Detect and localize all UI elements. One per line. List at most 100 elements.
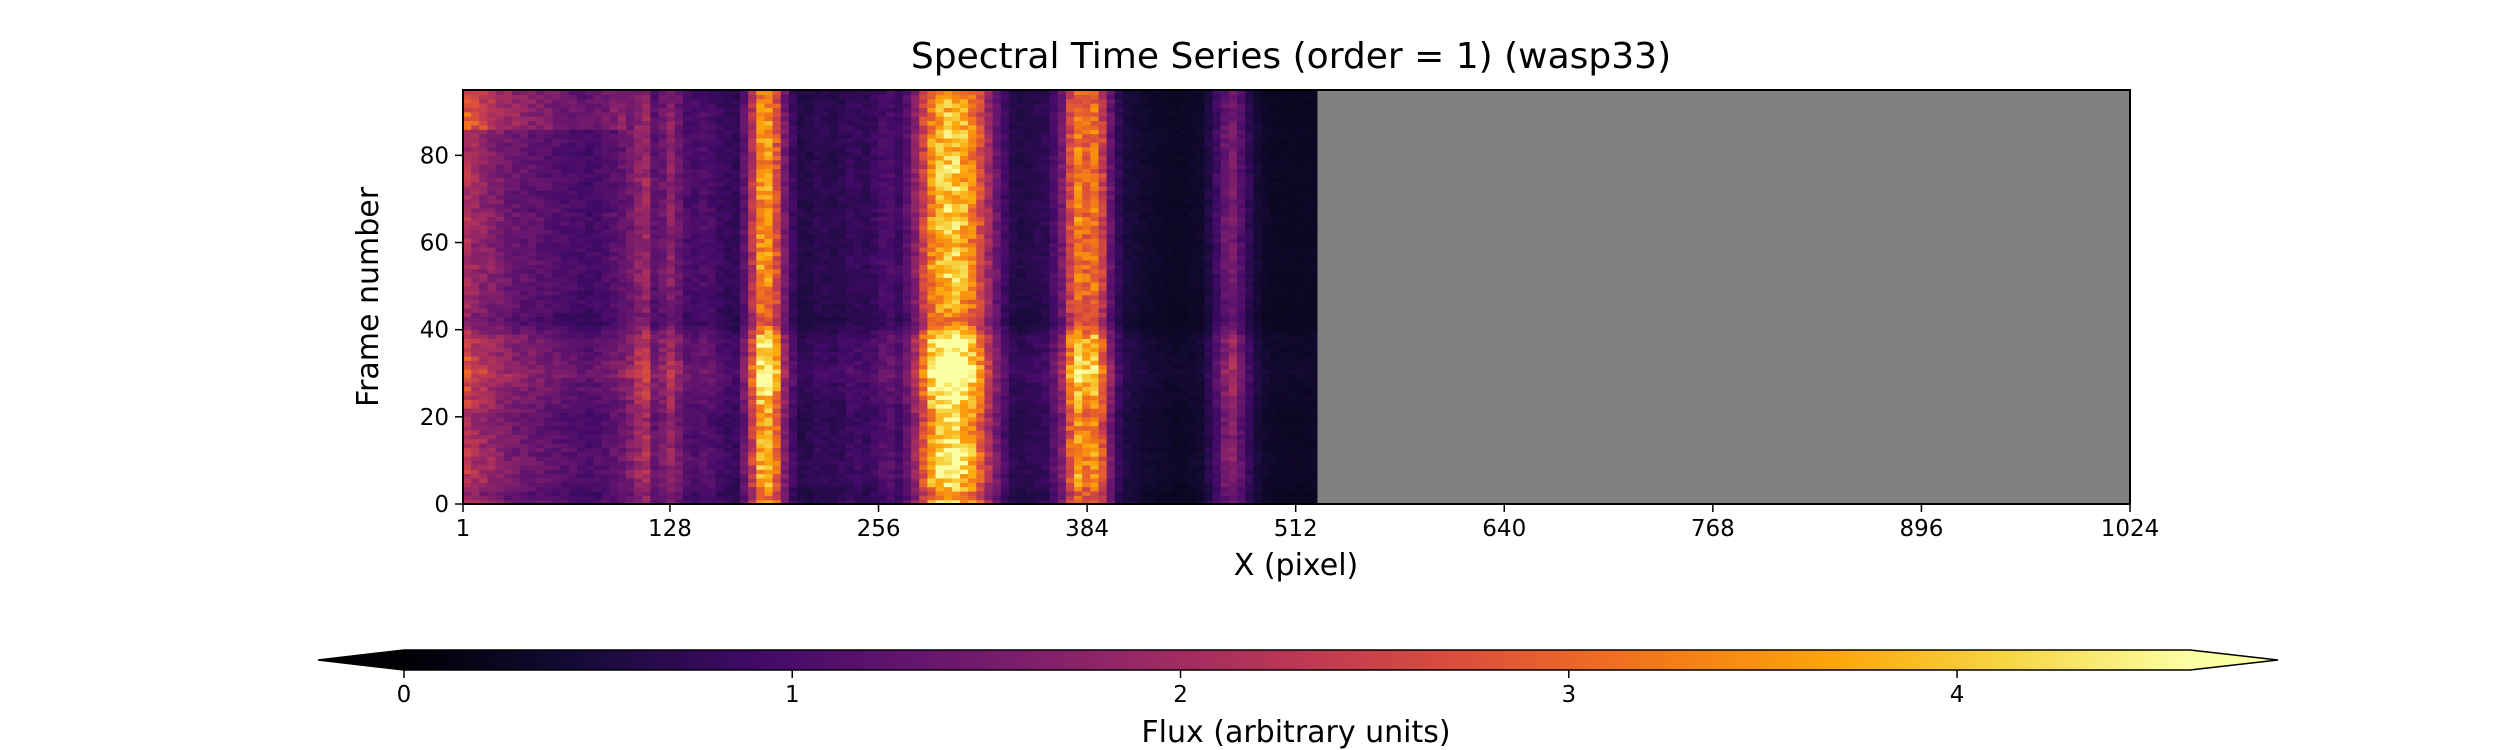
- heatmap-cell: [463, 246, 472, 252]
- heatmap-cell: [568, 273, 578, 278]
- heatmap-cell: [845, 151, 855, 156]
- heatmap-cell: [821, 294, 831, 300]
- heatmap-cell: [650, 290, 660, 296]
- heatmap-cell: [756, 107, 766, 113]
- heatmap-cell: [560, 303, 570, 309]
- heatmap-cell: [609, 386, 619, 392]
- heatmap-cell: [495, 395, 505, 401]
- heatmap-cell: [617, 137, 627, 143]
- heatmap-cell: [707, 390, 717, 396]
- heatmap-cell: [463, 159, 472, 165]
- heatmap-cell: [666, 116, 676, 122]
- heatmap-cell: [577, 351, 586, 357]
- heatmap-cell: [479, 364, 489, 370]
- heatmap-cell: [837, 172, 847, 178]
- heatmap-cell: [601, 447, 611, 453]
- heatmap-cell: [780, 225, 790, 231]
- heatmap-cell: [568, 290, 578, 296]
- heatmap-cell: [617, 451, 627, 457]
- heatmap-cell: [740, 159, 749, 165]
- heatmap-cell: [503, 177, 513, 183]
- heatmap-cell: [740, 338, 749, 344]
- heatmap-cell: [487, 146, 497, 152]
- heatmap-cell: [650, 164, 660, 170]
- heatmap-cell: [707, 111, 717, 117]
- heatmap-cell: [568, 477, 578, 483]
- heatmap-cell: [585, 129, 594, 135]
- heatmap-cell: [568, 395, 578, 401]
- heatmap-cell: [699, 273, 709, 278]
- heatmap-cell: [845, 299, 855, 305]
- heatmap-cell: [797, 133, 806, 139]
- heatmap-cell: [666, 373, 676, 379]
- heatmap-cell: [601, 194, 611, 200]
- heatmap-cell: [658, 103, 668, 109]
- heatmap-cell: [658, 421, 668, 427]
- heatmap-cell: [625, 368, 635, 374]
- heatmap-cell: [585, 464, 594, 470]
- heatmap-cell: [617, 390, 627, 396]
- heatmap-cell: [520, 94, 529, 100]
- heatmap-cell: [682, 403, 692, 409]
- heatmap-cell: [609, 338, 619, 344]
- heatmap-cell: [723, 246, 733, 252]
- heatmap-cell: [634, 277, 643, 283]
- heatmap-cell: [479, 355, 489, 361]
- heatmap-cell: [715, 334, 725, 339]
- heatmap-cell: [748, 307, 757, 313]
- heatmap-cell: [854, 90, 863, 95]
- heatmap-cell: [625, 185, 635, 191]
- heatmap-cell: [837, 355, 847, 361]
- heatmap-cell: [870, 395, 880, 401]
- heatmap-cell: [731, 194, 741, 200]
- heatmap-cell: [837, 94, 847, 100]
- heatmap-cell: [463, 416, 472, 422]
- heatmap-cell: [829, 151, 839, 156]
- heatmap-cell: [560, 251, 570, 257]
- heatmap-cell: [634, 207, 643, 213]
- heatmap-cell: [650, 120, 660, 126]
- heatmap-cell: [536, 120, 546, 126]
- heatmap-cell: [568, 190, 578, 196]
- heatmap-cell: [593, 124, 603, 130]
- heatmap-cell: [821, 412, 831, 418]
- heatmap-cell: [878, 421, 888, 427]
- heatmap-cell: [723, 286, 733, 292]
- heatmap-cell: [715, 98, 725, 104]
- heatmap-cell: [634, 255, 643, 261]
- heatmap-cell: [715, 447, 725, 453]
- heatmap-cell: [845, 216, 855, 222]
- heatmap-cell: [715, 220, 725, 226]
- heatmap-cell: [764, 316, 774, 322]
- heatmap-cell: [528, 225, 537, 231]
- heatmap-cell: [886, 399, 896, 405]
- heatmap-cell: [642, 90, 651, 95]
- heatmap-cell: [625, 395, 635, 401]
- heatmap-cell: [837, 334, 847, 339]
- heatmap-cell: [634, 464, 643, 470]
- heatmap-cell: [511, 133, 521, 139]
- heatmap-cell: [674, 325, 684, 331]
- heatmap-cell: [479, 94, 489, 100]
- heatmap-cell: [837, 434, 847, 440]
- heatmap-cell: [845, 425, 855, 431]
- heatmap-cell: [471, 495, 480, 501]
- heatmap-cell: [837, 133, 847, 139]
- heatmap-cell: [471, 172, 480, 178]
- heatmap-cell: [740, 264, 749, 270]
- heatmap-cell: [772, 442, 782, 448]
- heatmap-cell: [560, 146, 570, 152]
- heatmap-cell: [520, 120, 529, 126]
- heatmap-cell: [805, 473, 814, 479]
- heatmap-cell: [682, 198, 692, 204]
- heatmap-cell: [658, 395, 668, 401]
- heatmap-cell: [886, 386, 896, 392]
- heatmap-cell: [805, 238, 814, 244]
- heatmap-cell: [829, 277, 839, 283]
- heatmap-cell: [528, 347, 537, 353]
- heatmap-cell: [878, 107, 888, 113]
- heatmap-cell: [617, 164, 627, 170]
- heatmap-cell: [552, 251, 562, 257]
- heatmap-cell: [536, 124, 546, 130]
- heatmap-cell: [780, 155, 790, 161]
